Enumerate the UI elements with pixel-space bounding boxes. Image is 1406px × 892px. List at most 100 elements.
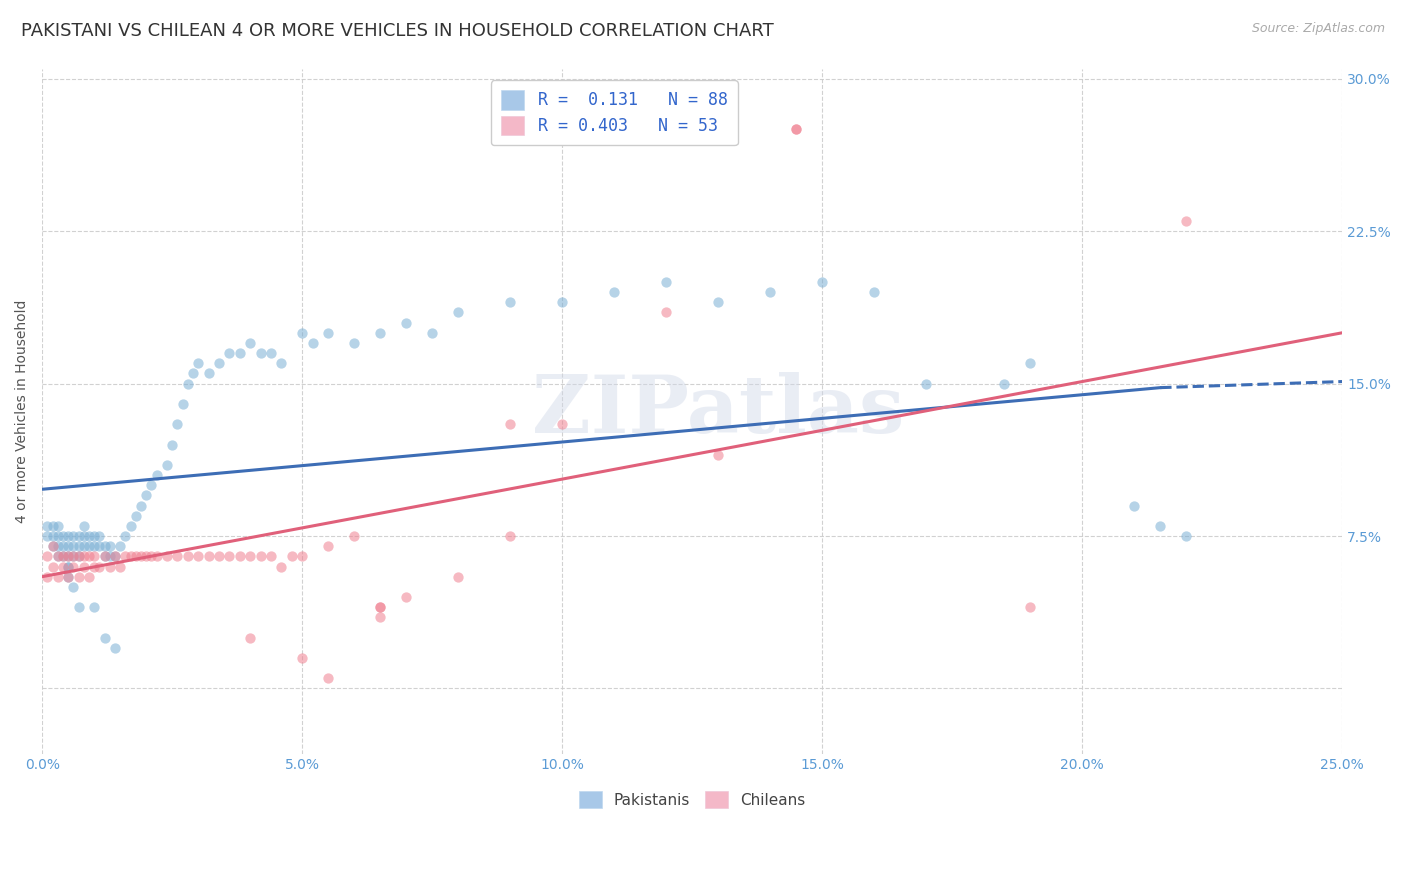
Point — [655, 305, 678, 319]
Point — [759, 285, 782, 299]
Point — [249, 549, 271, 564]
Point — [129, 499, 152, 513]
Point — [499, 295, 522, 310]
Point — [395, 590, 418, 604]
Point — [58, 549, 80, 564]
Point — [197, 549, 219, 564]
Point — [52, 549, 75, 564]
Point — [343, 529, 366, 543]
Point — [73, 519, 96, 533]
Point — [291, 549, 314, 564]
Point — [603, 285, 626, 299]
Point — [1019, 600, 1042, 615]
Point — [58, 559, 80, 574]
Point — [67, 529, 90, 543]
Point — [135, 488, 157, 502]
Point — [67, 549, 90, 564]
Point — [89, 529, 111, 543]
Legend: Pakistanis, Chileans: Pakistanis, Chileans — [572, 784, 811, 814]
Point — [41, 529, 63, 543]
Point — [551, 295, 574, 310]
Point — [707, 448, 730, 462]
Point — [58, 569, 80, 583]
Point — [208, 356, 231, 370]
Point — [89, 559, 111, 574]
Point — [655, 275, 678, 289]
Point — [104, 549, 127, 564]
Point — [46, 549, 69, 564]
Point — [1019, 356, 1042, 370]
Point — [187, 356, 209, 370]
Point — [67, 569, 90, 583]
Point — [58, 559, 80, 574]
Point — [104, 549, 127, 564]
Point — [62, 549, 84, 564]
Point — [58, 549, 80, 564]
Point — [239, 549, 262, 564]
Point — [187, 549, 209, 564]
Point — [239, 631, 262, 645]
Point — [62, 529, 84, 543]
Point — [1175, 529, 1198, 543]
Point — [291, 326, 314, 340]
Point — [218, 346, 240, 360]
Y-axis label: 4 or more Vehicles in Household: 4 or more Vehicles in Household — [15, 300, 30, 523]
Text: PAKISTANI VS CHILEAN 4 OR MORE VEHICLES IN HOUSEHOLD CORRELATION CHART: PAKISTANI VS CHILEAN 4 OR MORE VEHICLES … — [21, 22, 773, 40]
Point — [316, 326, 339, 340]
Point — [551, 417, 574, 432]
Point — [343, 335, 366, 350]
Point — [114, 529, 136, 543]
Point — [77, 529, 100, 543]
Point — [37, 569, 59, 583]
Point — [707, 295, 730, 310]
Point — [73, 529, 96, 543]
Point — [93, 549, 115, 564]
Point — [62, 549, 84, 564]
Point — [129, 549, 152, 564]
Point — [77, 549, 100, 564]
Point — [156, 458, 179, 472]
Point — [46, 569, 69, 583]
Point — [1123, 499, 1146, 513]
Point — [73, 539, 96, 553]
Point — [239, 335, 262, 350]
Point — [218, 549, 240, 564]
Point — [785, 122, 807, 136]
Point — [281, 549, 304, 564]
Point — [181, 367, 204, 381]
Point — [291, 651, 314, 665]
Point — [41, 539, 63, 553]
Point — [83, 529, 105, 543]
Point — [993, 376, 1015, 391]
Point — [98, 539, 121, 553]
Point — [1175, 214, 1198, 228]
Point — [125, 508, 148, 523]
Point — [83, 600, 105, 615]
Point — [120, 549, 142, 564]
Point — [166, 417, 188, 432]
Point — [52, 539, 75, 553]
Point — [785, 122, 807, 136]
Point — [156, 549, 179, 564]
Point — [77, 569, 100, 583]
Point — [46, 539, 69, 553]
Point — [37, 529, 59, 543]
Point — [108, 539, 131, 553]
Point — [37, 549, 59, 564]
Point — [98, 549, 121, 564]
Point — [863, 285, 886, 299]
Point — [89, 539, 111, 553]
Point — [368, 600, 391, 615]
Point — [177, 549, 200, 564]
Point — [208, 549, 231, 564]
Point — [46, 529, 69, 543]
Point — [499, 529, 522, 543]
Point — [447, 305, 470, 319]
Point — [172, 397, 194, 411]
Point — [499, 417, 522, 432]
Text: Source: ZipAtlas.com: Source: ZipAtlas.com — [1251, 22, 1385, 36]
Point — [58, 529, 80, 543]
Point — [46, 519, 69, 533]
Point — [62, 559, 84, 574]
Point — [52, 559, 75, 574]
